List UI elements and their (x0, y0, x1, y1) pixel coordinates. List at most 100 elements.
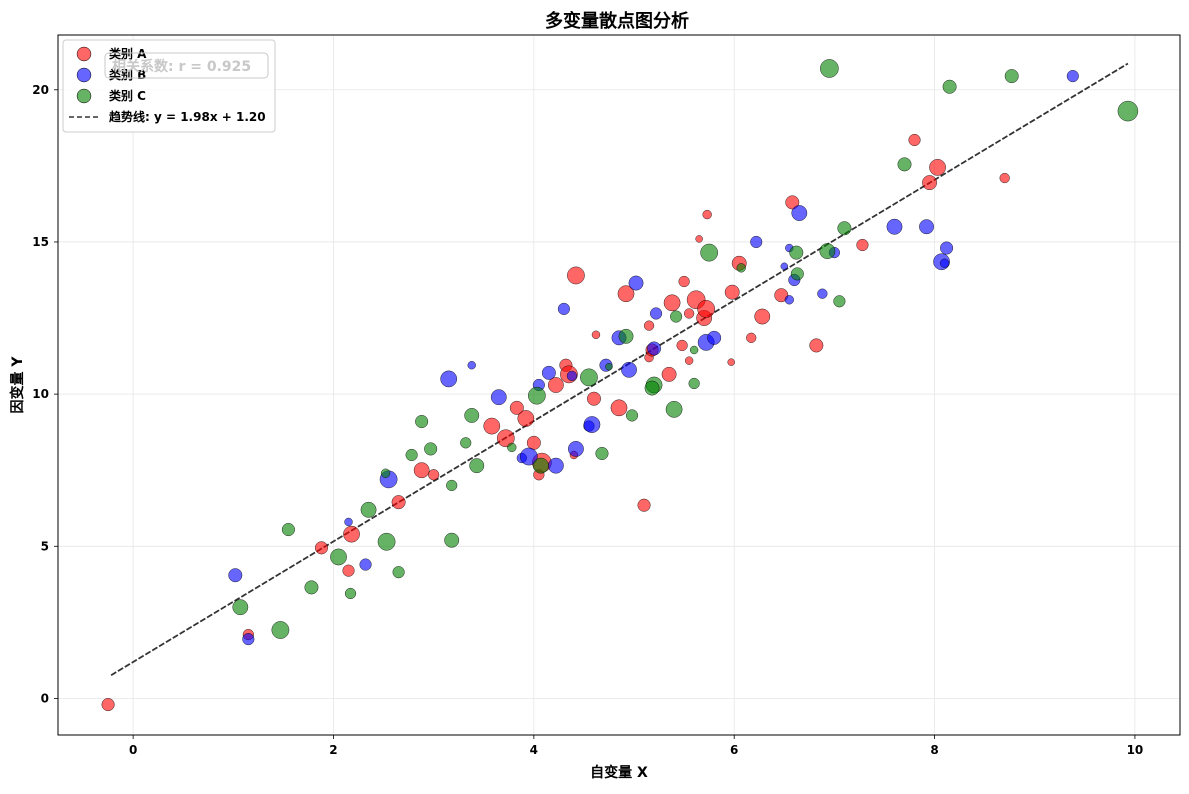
data-point-series-c (942, 79, 957, 94)
data-point-series-a (483, 417, 501, 435)
data-point-series-b (519, 447, 538, 466)
data-point-series-c (595, 446, 609, 461)
data-point-series-b (228, 568, 243, 583)
data-point-series-c (820, 59, 839, 78)
data-point-series-a (702, 209, 712, 220)
data-point-series-c (837, 221, 852, 236)
data-point-series-c (380, 468, 391, 478)
data-point-series-a (754, 308, 771, 325)
data-point-series-c (444, 532, 460, 548)
data-point-series-c (688, 377, 700, 390)
data-point-series-b (791, 205, 808, 221)
plot-frame (57, 34, 1181, 736)
data-point-series-b (939, 258, 950, 268)
data-point-series-a (929, 159, 946, 176)
data-point-series-a (908, 133, 921, 147)
data-point-series-c (897, 157, 912, 172)
data-point-series-a (785, 195, 800, 210)
data-point-series-a (101, 698, 115, 712)
data-point-series-c (271, 621, 290, 639)
data-point-series-a (591, 330, 601, 339)
data-point-series-b (649, 307, 663, 320)
data-point-series-a (684, 356, 694, 365)
x-tick-label: 10 (1127, 743, 1144, 757)
data-point-series-a (343, 525, 360, 543)
data-point-series-a (724, 284, 740, 300)
data-point-series-b (344, 517, 353, 527)
axis-ticks: 0 2 4 6 8 10 0 5 10 15 20 (32, 83, 1143, 757)
data-point-series-b (440, 370, 458, 388)
data-point-series-c (789, 245, 804, 260)
data-point-series-c (790, 267, 804, 281)
data-point-series-c (415, 414, 429, 429)
data-point-series-c (360, 501, 377, 518)
x-tick-label: 8 (930, 743, 938, 757)
legend: 类别 A 类别 B 类别 C 趋势线: y = 1.98x + 1.20 (62, 39, 276, 133)
data-point-series-c (330, 548, 347, 566)
data-point-series-a (663, 294, 681, 312)
data-point-series-c (532, 457, 549, 474)
data-point-series-b (780, 262, 789, 271)
data-point-series-a (517, 410, 535, 427)
data-point-series-a (547, 377, 564, 393)
data-point-series-a (697, 300, 716, 318)
data-point-series-a (678, 275, 690, 288)
data-point-series-b (621, 361, 637, 378)
data-point-series-c (605, 362, 613, 371)
data-point-series-c (527, 386, 546, 405)
data-point-series-b (583, 416, 601, 433)
data-point-series-a (856, 238, 869, 252)
data-point-series-a (809, 338, 824, 353)
data-point-series-c (464, 407, 480, 423)
data-point-series-c (689, 345, 699, 355)
data-point-series-c (1004, 69, 1019, 84)
x-tick-label: 0 (129, 743, 137, 757)
correlation-text: 相关系数: r = 0.925 (112, 58, 251, 75)
legend-label-trendline: 趋势线: y = 1.98x + 1.20 (109, 109, 266, 124)
y-tick-label: 15 (32, 235, 49, 249)
data-point-series-b (557, 302, 570, 315)
x-tick-label: 4 (530, 743, 538, 757)
data-point-series-a (610, 399, 628, 417)
data-point-series-b (242, 633, 255, 646)
data-point-series-c (833, 295, 846, 308)
data-point-series-a (661, 366, 677, 382)
data-point-series-a (617, 285, 635, 303)
data-point-series-b (359, 558, 372, 571)
data-point-series-a (746, 332, 757, 343)
data-point-series-b (541, 365, 556, 380)
data-point-series-b (817, 288, 828, 299)
data-point-series-b (628, 275, 644, 291)
legend-label-c: 类别 C (109, 88, 146, 103)
data-point-series-a (676, 339, 688, 352)
y-tick-label: 0 (41, 691, 49, 705)
data-point-series-a (496, 429, 515, 448)
x-axis-label: 自变量 X (590, 764, 648, 781)
chart-title: 多变量散点图分析 (545, 10, 689, 32)
data-point-series-b (467, 361, 476, 370)
data-point-series-a (342, 564, 355, 577)
data-point-series-c (644, 380, 660, 396)
data-point-series-a (774, 288, 789, 303)
legend-box (62, 39, 276, 133)
data-point-series-c (618, 328, 634, 344)
data-point-series-b (490, 389, 507, 406)
data-point-series-c (446, 479, 458, 492)
data-point-series-a (727, 358, 735, 366)
data-point-series-c (1117, 100, 1139, 122)
data-point-series-c (304, 580, 319, 595)
data-point-series-a (683, 308, 695, 319)
y-tick-label: 10 (32, 387, 49, 401)
data-point-series-b (886, 218, 903, 235)
data-point-series-a (509, 400, 524, 415)
y-axis-label: 因变量 Y (9, 356, 26, 414)
legend-marker-a (76, 46, 92, 62)
data-point-series-b (547, 457, 564, 474)
y-tick-label: 20 (32, 83, 49, 97)
x-tick-label: 6 (730, 743, 738, 757)
data-point-series-a (695, 235, 703, 243)
data-point-series-b (784, 295, 794, 305)
data-point-series-c (344, 587, 357, 600)
data-point-series-a (643, 320, 655, 331)
data-point-series-b (567, 440, 584, 457)
